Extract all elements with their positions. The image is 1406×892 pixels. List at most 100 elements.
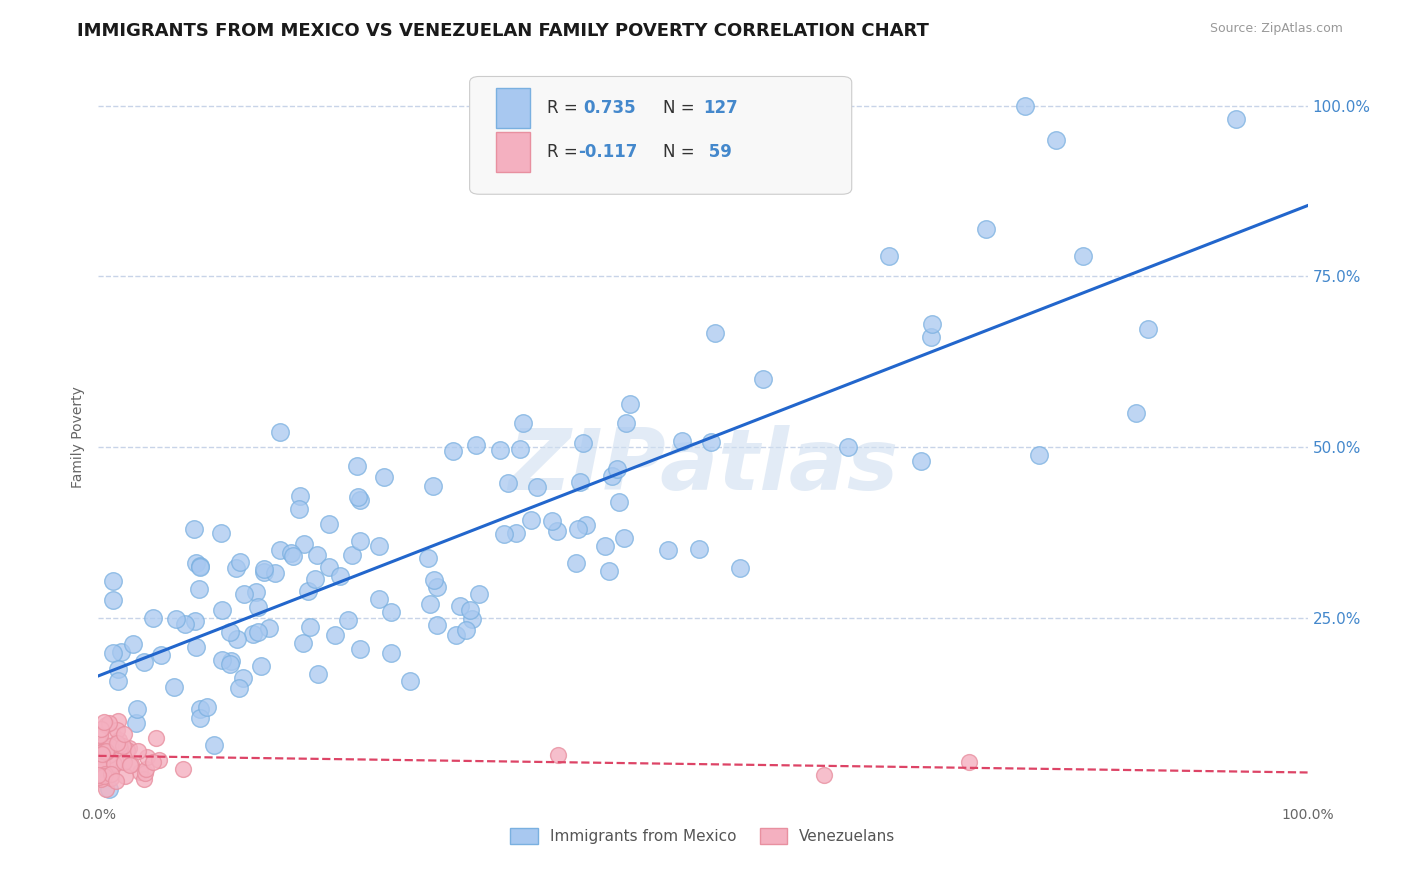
Point (458, 603, 481, 617)
Point (600, 469, 623, 483)
Point (96, 782, 118, 797)
Point (1014, 98, 1036, 112)
Point (97, 754, 120, 768)
Point (492, 526, 515, 541)
Point (323, 627, 346, 641)
Point (593, 539, 616, 553)
Point (108, 739, 131, 753)
Point (195, 700, 218, 714)
Point (94, 744, 117, 758)
Point (91, 744, 114, 758)
Point (671, 434, 693, 448)
Point (700, 435, 723, 450)
Point (118, 758, 141, 772)
Point (567, 522, 589, 536)
Point (368, 592, 391, 607)
Point (100, 772, 122, 786)
Point (368, 539, 391, 553)
Y-axis label: Family Poverty: Family Poverty (72, 386, 86, 488)
Point (541, 514, 564, 528)
Point (93, 769, 115, 783)
Point (619, 397, 641, 411)
Point (111, 739, 134, 754)
Point (142, 755, 165, 769)
Point (87, 768, 110, 782)
Point (1071, 249, 1094, 263)
Point (94, 745, 117, 759)
Point (252, 565, 274, 579)
Point (127, 744, 149, 758)
Point (107, 673, 129, 688)
Point (211, 603, 233, 617)
Text: 59: 59 (703, 144, 733, 161)
Point (349, 641, 371, 656)
Point (105, 735, 128, 749)
Point (87, 759, 110, 773)
Point (219, 657, 242, 672)
Point (225, 632, 247, 646)
Point (145, 731, 167, 746)
Point (879, 249, 901, 263)
Point (292, 537, 315, 551)
Point (246, 599, 269, 614)
Point (657, 543, 679, 558)
Point (546, 524, 568, 539)
Point (187, 582, 209, 596)
Point (108, 732, 131, 747)
Point (100, 767, 122, 781)
Point (613, 531, 636, 545)
Point (87, 740, 110, 755)
Point (422, 479, 444, 493)
Point (129, 764, 152, 779)
Text: N =: N = (664, 99, 700, 117)
Point (112, 755, 135, 769)
Point (837, 440, 859, 454)
Point (209, 526, 232, 541)
Point (232, 671, 254, 685)
Point (307, 667, 329, 681)
FancyBboxPatch shape (496, 88, 530, 128)
Point (269, 543, 291, 558)
Point (245, 585, 267, 599)
Point (87, 770, 110, 784)
Point (117, 741, 139, 756)
Point (449, 599, 471, 614)
Point (104, 756, 127, 770)
Point (132, 772, 155, 787)
Point (380, 605, 402, 619)
Point (505, 526, 527, 541)
Point (920, 330, 942, 344)
Point (1137, 322, 1160, 336)
Point (148, 753, 170, 767)
Point (1045, 133, 1067, 147)
Point (399, 673, 422, 688)
Point (614, 416, 637, 430)
Point (467, 587, 489, 601)
Point (568, 475, 591, 489)
Point (318, 559, 340, 574)
Point (443, 444, 465, 458)
Point (218, 624, 240, 639)
Point (228, 681, 250, 695)
Point (90, 723, 112, 737)
Point (110, 645, 132, 659)
Point (188, 710, 211, 724)
Point (329, 568, 352, 582)
Point (416, 550, 439, 565)
Point (90, 760, 112, 774)
Point (188, 559, 211, 574)
Point (910, 454, 932, 468)
Point (337, 614, 360, 628)
Point (122, 637, 145, 651)
Point (184, 640, 207, 654)
Text: R =: R = (547, 144, 583, 161)
Point (349, 493, 371, 508)
Point (607, 494, 630, 508)
Point (461, 612, 484, 626)
Point (87, 748, 110, 763)
Text: Source: ZipAtlas.com: Source: ZipAtlas.com (1209, 22, 1343, 36)
Point (1028, 448, 1050, 462)
Point (165, 612, 187, 626)
Point (132, 655, 155, 669)
Point (135, 763, 157, 777)
